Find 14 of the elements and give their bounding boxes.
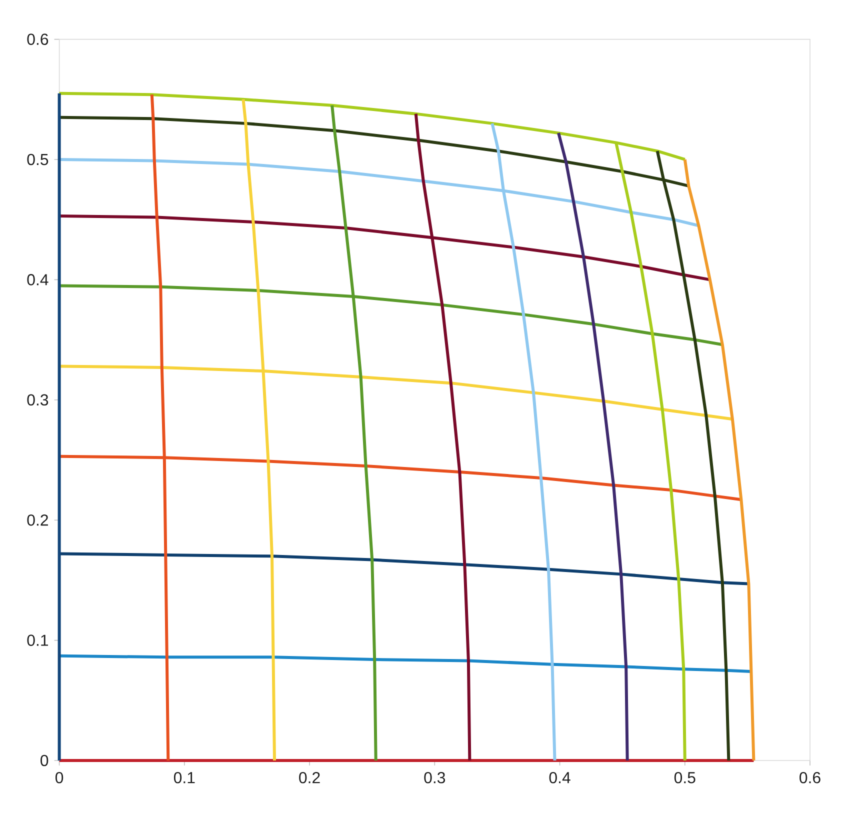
y-tick-label: 0.5: [27, 154, 48, 166]
y-tick-label: 0.1: [27, 634, 48, 646]
x-tick-label: 0.3: [424, 772, 446, 784]
x-tick-label: 0.2: [299, 772, 320, 784]
y-tick-label: 0.4: [27, 274, 48, 286]
y-tick-label: 0.3: [27, 394, 48, 406]
x-tick-label: 0: [55, 772, 64, 784]
x-tick-label: 0.1: [174, 772, 195, 784]
y-tick-label: 0.6: [27, 34, 48, 45]
y-tick-label: 0.2: [27, 514, 48, 526]
x-tick-label: 0.4: [549, 772, 570, 784]
x-tick-label: 0.5: [674, 772, 696, 784]
x-tick-label: 0.6: [800, 772, 820, 784]
y-tick-label: 0: [40, 754, 48, 766]
